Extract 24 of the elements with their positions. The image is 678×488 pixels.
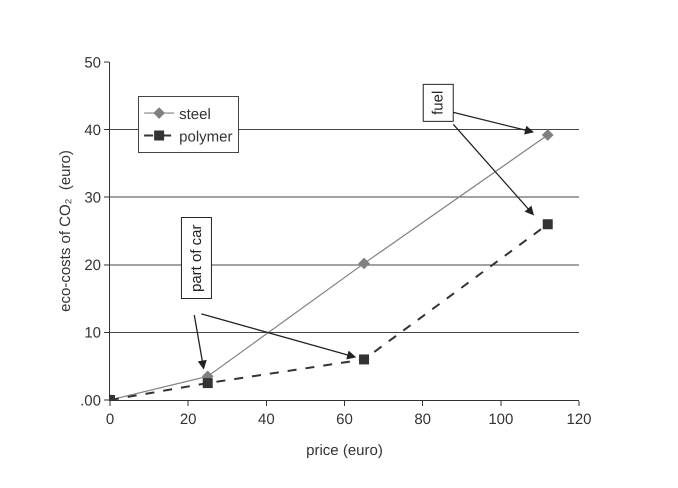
y-tick-label: 20 (84, 257, 101, 274)
x-tick-label: 20 (180, 411, 197, 428)
x-tick-label: 120 (566, 411, 592, 428)
y-tick-label: 30 (84, 189, 101, 206)
x-tick-label: 80 (414, 411, 432, 428)
x-tick-label: 60 (336, 411, 353, 428)
y-tick-label: 10 (84, 324, 101, 342)
x-tick-label: 100 (488, 411, 514, 428)
y-axis-title: eco-costs of CO₂ (euro) (57, 150, 74, 312)
legend-label: polymer (179, 128, 232, 146)
x-axis-title: price (euro) (306, 442, 383, 459)
y-tick-label: 40 (84, 122, 101, 139)
point (359, 354, 370, 364)
annotation: fuel (430, 90, 447, 115)
legend-label: steel (179, 106, 211, 123)
point (202, 378, 213, 388)
y-tick-label: .00 (80, 392, 101, 410)
point (542, 219, 553, 230)
point (542, 129, 554, 141)
point (358, 258, 370, 270)
x-tick-label: 0 (106, 411, 114, 428)
annotation: part of car (188, 224, 205, 292)
y-tick-label: 50 (84, 54, 101, 72)
x-tick-label: 40 (258, 411, 275, 428)
